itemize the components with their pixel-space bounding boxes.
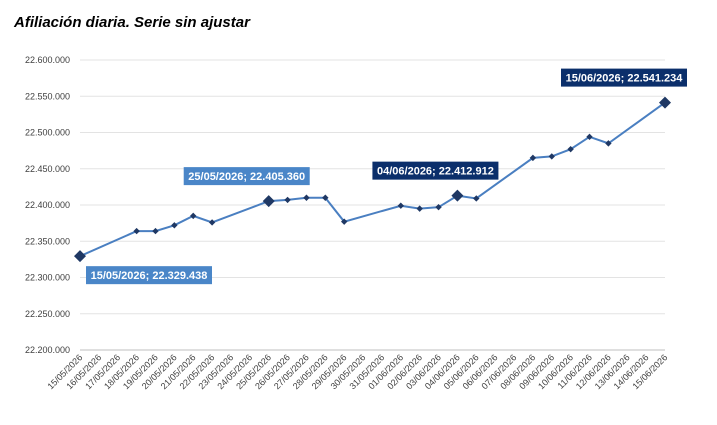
data-point (340, 218, 348, 225)
data-point (303, 194, 310, 201)
callout: 15/05/2026; 22.329.438 (86, 266, 212, 285)
callout: 25/05/2026; 22.405.360 (183, 167, 310, 186)
callout-box (561, 68, 687, 87)
data-point (208, 219, 216, 226)
y-tick-label: 22.250.000 (25, 309, 70, 319)
highlight-point (659, 96, 671, 109)
series-polyline (79, 101, 666, 258)
data-point (567, 145, 574, 153)
y-tick-label: 22.200.000 (25, 345, 70, 355)
highlight-point (451, 189, 464, 202)
callout-label: 04/06/2026; 22.412.912 (377, 166, 494, 178)
series-line (79, 101, 666, 258)
y-tick-label: 22.500.000 (25, 128, 70, 138)
data-point (548, 153, 555, 160)
data-point (133, 227, 140, 235)
y-tick-label: 22.450.000 (25, 164, 70, 174)
data-point (152, 227, 159, 235)
highlight-point (74, 250, 86, 263)
callout-box (86, 266, 212, 285)
callout-label: 15/05/2026; 22.329.438 (91, 270, 208, 282)
callout-box (183, 167, 310, 186)
data-point (586, 133, 593, 141)
data-points (74, 96, 671, 263)
data-point (605, 140, 612, 147)
data-point (322, 194, 329, 201)
callout-label: 25/05/2026; 22.405.360 (188, 171, 305, 183)
chart-title: Afiliación diaria. Serie sin ajustar (14, 14, 250, 31)
x-axis-ticks: 15/05/202616/05/202617/05/202618/05/2026… (45, 352, 669, 391)
data-point (190, 212, 197, 220)
y-tick-label: 22.600.000 (25, 55, 70, 65)
callout-label: 15/06/2026; 22.541.234 (566, 73, 684, 85)
data-point (284, 196, 291, 204)
data-point (171, 222, 178, 229)
y-tick-label: 22.400.000 (25, 200, 70, 210)
data-point (435, 203, 442, 211)
highlight-point (262, 195, 275, 208)
y-tick-label: 22.350.000 (25, 236, 70, 246)
data-point (473, 195, 480, 202)
callout-box (372, 161, 499, 180)
callout: 15/06/2026; 22.541.234 (561, 68, 687, 87)
y-tick-label: 22.300.000 (25, 273, 70, 283)
data-point (416, 205, 423, 212)
data-point (529, 154, 537, 162)
callout: 04/06/2026; 22.412.912 (372, 161, 499, 180)
y-axis-ticks: 22.200.000 22.250.000 22.300.000 22.350.000… (25, 55, 70, 355)
y-tick-label: 22.550.000 (25, 91, 70, 101)
gridlines (80, 59, 665, 351)
data-point (397, 202, 405, 209)
callouts: 15/05/2026; 22.329.438 25/05/2026; 22.405… (86, 68, 687, 285)
